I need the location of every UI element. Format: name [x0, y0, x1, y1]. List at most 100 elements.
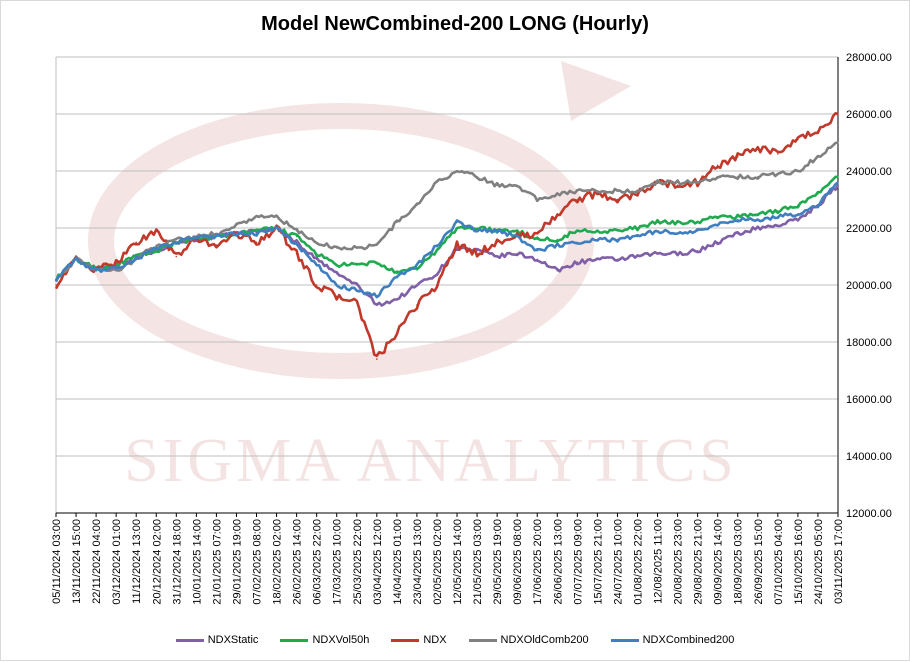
data-point-NDXOldComb200	[155, 244, 158, 246]
x-tick-label: 24/07/2025 10:00	[612, 519, 624, 605]
data-point-NDXOldComb200	[496, 184, 498, 187]
data-point-NDX	[175, 255, 178, 258]
data-point-NDX	[817, 130, 819, 132]
data-point-NDXCombined200	[235, 232, 238, 235]
x-tick-label: 29/01/2025 19:00	[231, 519, 243, 605]
data-point-NDXCombined200	[837, 181, 839, 184]
data-point-NDXOldComb200	[817, 155, 819, 158]
legend-label: NDXOldComb200	[500, 634, 589, 646]
x-tick-label: 26/06/2025 13:00	[552, 519, 564, 605]
x-tick-label: 03/12/2024 01:00	[111, 519, 123, 605]
data-point-NDXStatic	[756, 227, 759, 229]
data-point-NDXStatic	[516, 252, 518, 255]
x-tick-label: 18/02/2025 02:00	[272, 519, 284, 605]
legend-label: NDX	[423, 634, 447, 646]
data-point-NDXVol50h	[656, 221, 659, 224]
data-point-NDXVol50h	[255, 230, 258, 232]
x-tick-label: 31/12/2024 18:00	[171, 519, 183, 605]
data-point-NDX	[396, 332, 398, 335]
x-tick-label: 07/02/2025 08:00	[252, 519, 264, 605]
data-point-NDXOldComb200	[376, 244, 378, 246]
data-point-NDXOldComb200	[355, 247, 358, 249]
x-tick-label: 26/09/2025 15:00	[753, 519, 765, 605]
data-point-NDXCombined200	[516, 235, 518, 238]
data-point-NDX	[576, 198, 579, 201]
legend-label: NDXVol50h	[312, 634, 370, 646]
data-point-NDX	[536, 232, 539, 235]
y-tick-label: 28000.00	[846, 52, 892, 64]
data-point-NDXOldComb200	[797, 170, 799, 172]
data-point-NDXOldComb200	[536, 198, 539, 201]
data-point-NDXOldComb200	[777, 173, 779, 175]
data-point-NDXOldComb200	[275, 215, 278, 218]
data-point-NDXCombined200	[456, 221, 458, 224]
data-point-NDX	[797, 138, 799, 141]
data-point-NDXOldComb200	[416, 204, 418, 206]
legend-swatch	[391, 638, 420, 642]
data-point-NDXCombined200	[696, 230, 699, 232]
legend-label: NDXCombined200	[642, 634, 735, 646]
legend-item-NDXOldComb200: NDXOldComb200	[468, 634, 589, 646]
data-point-NDX	[556, 212, 559, 215]
data-point-NDX	[777, 153, 779, 155]
data-point-NDX	[456, 244, 458, 246]
data-point-NDXStatic	[536, 258, 539, 261]
data-point-NDXStatic	[837, 184, 839, 187]
data-point-NDXStatic	[616, 258, 619, 261]
data-point-NDXVol50h	[155, 250, 158, 252]
data-point-NDX	[837, 113, 839, 115]
data-point-NDXVol50h	[636, 227, 639, 229]
x-tick-label: 18/09/2025 03:00	[733, 519, 745, 605]
data-point-NDX	[55, 284, 57, 286]
data-point-NDXOldComb200	[596, 190, 599, 192]
data-point-NDXCombined200	[75, 258, 77, 261]
x-tick-label: 10/01/2025 14:00	[191, 519, 203, 605]
x-tick-label: 07/07/2025 09:00	[572, 519, 584, 605]
data-point-NDXStatic	[335, 272, 338, 275]
legend-item-NDXCombined200: NDXCombined200	[610, 634, 735, 646]
x-tick-label: 24/10/2025 05:00	[813, 519, 825, 605]
data-point-NDXVol50h	[797, 204, 799, 206]
data-point-NDX	[215, 244, 218, 246]
data-point-NDXStatic	[496, 255, 498, 258]
data-point-NDXCombined200	[817, 204, 819, 206]
series-line-NDX	[54, 112, 839, 358]
x-tick-label: 07/10/2025 04:00	[773, 519, 785, 605]
data-point-NDXVol50h	[696, 221, 699, 224]
data-point-NDXCombined200	[175, 241, 178, 244]
x-tick-label: 17/06/2025 20:00	[532, 519, 544, 605]
data-point-NDXStatic	[596, 258, 599, 261]
legend-item-NDXStatic: NDXStatic	[175, 634, 258, 646]
data-point-NDXVol50h	[716, 215, 719, 218]
data-point-NDXCombined200	[416, 264, 418, 266]
data-point-NDXVol50h	[376, 261, 378, 264]
data-point-NDXStatic	[576, 261, 579, 264]
data-point-NDXVol50h	[355, 264, 358, 266]
data-point-NDXVol50h	[596, 230, 599, 232]
x-tick-label: 09/09/2025 14:00	[713, 519, 725, 605]
data-point-NDX	[135, 241, 138, 244]
data-point-NDXVol50h	[576, 230, 579, 232]
data-point-NDXCombined200	[596, 238, 599, 241]
data-point-NDXCombined200	[55, 278, 57, 281]
data-point-NDXCombined200	[255, 232, 258, 235]
data-point-NDXCombined200	[135, 258, 138, 261]
data-point-NDXCombined200	[777, 215, 779, 218]
data-point-NDX	[616, 198, 619, 201]
data-point-NDXVol50h	[756, 212, 759, 215]
data-point-NDX	[676, 184, 679, 187]
data-point-NDXCombined200	[275, 227, 278, 229]
data-point-NDXStatic	[696, 250, 699, 252]
data-point-NDXCombined200	[496, 230, 498, 232]
x-tick-label: 06/03/2025 22:00	[312, 519, 324, 605]
data-point-NDX	[636, 193, 639, 195]
data-point-NDX	[115, 261, 117, 264]
x-tick-label: 03/04/2025 12:00	[372, 519, 384, 605]
y-tick-label: 26000.00	[846, 109, 892, 121]
x-tick-label: 26/02/2025 14:00	[292, 519, 304, 605]
x-tick-label: 15/10/2025 16:00	[793, 519, 805, 605]
data-point-NDX	[315, 284, 318, 286]
x-tick-label: 12/08/2025 11:00	[653, 519, 665, 604]
chart-legend: NDXStatic NDXVol50h NDX NDXOldComb200 NDXCom…	[1, 634, 909, 646]
